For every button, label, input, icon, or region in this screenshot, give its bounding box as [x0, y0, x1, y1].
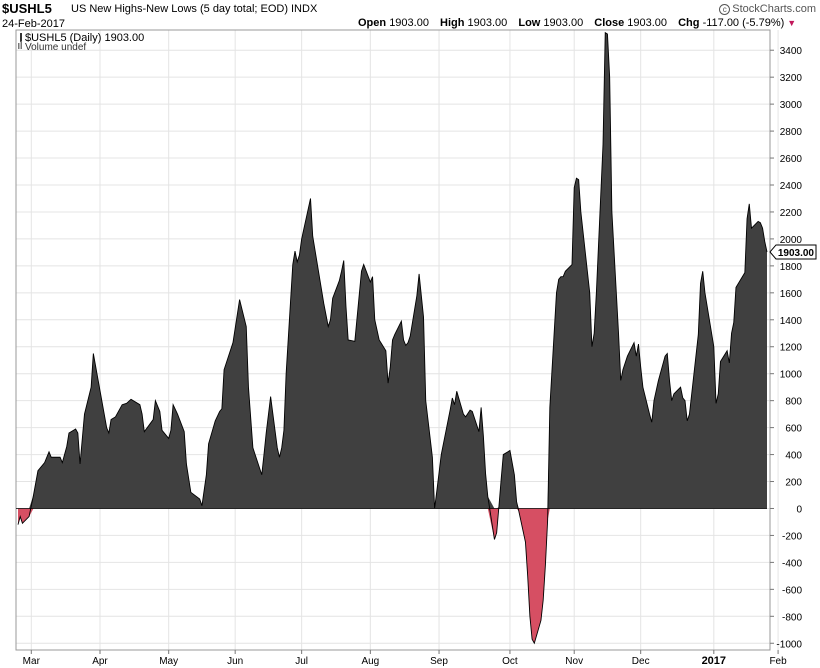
x-tick-label: Apr [92, 656, 108, 667]
symbol: $USHL5 [2, 1, 52, 16]
negative-area [18, 508, 767, 644]
y-tick-label: 3000 [780, 100, 803, 111]
x-tick-label: Mar [23, 656, 41, 667]
brand-text: StockCharts.com [732, 3, 816, 15]
copyright-icon: c [719, 4, 731, 15]
y-tick-label: 200 [785, 478, 802, 489]
x-tick-label: Aug [361, 656, 379, 667]
open-label: Open [358, 17, 387, 29]
x-tick-label: May [159, 656, 178, 667]
chg-label: Chg [678, 17, 700, 29]
y-tick-label: 1800 [780, 262, 803, 273]
area-layer [16, 31, 768, 645]
high-label: High [440, 17, 465, 29]
positive-area [18, 32, 767, 509]
last-value-tag-label: 1903.00 [778, 248, 815, 259]
y-tick-label: 1600 [780, 289, 803, 300]
y-tick-label: 0 [796, 504, 802, 515]
close-label: Close [594, 17, 625, 29]
x-tick-label: Jul [295, 656, 308, 667]
y-tick-label: -800 [782, 612, 802, 623]
y-tick-label: -200 [782, 531, 802, 542]
x-tick-label: 2017 [702, 655, 726, 667]
y-tick-label: -1000 [776, 639, 802, 650]
x-tick-label: Nov [565, 656, 583, 667]
y-tick-label: 2000 [780, 235, 803, 246]
chg-value: -117.00 (-5.79%) [702, 17, 785, 29]
chart-description: US New Highs-New Lows (5 day total; EOD) [71, 3, 289, 15]
x-tick-label: Sep [430, 656, 448, 667]
open-value: 1903.00 [389, 17, 429, 29]
ohlc-readout: Open 1903.00 High 1903.00 Low 1903.00 Cl… [358, 17, 796, 29]
x-tick-label: Jun [227, 656, 243, 667]
legend: $USHL5 (Daily) 1903.00 Volume undef [18, 32, 144, 53]
y-tick-label: 3200 [780, 73, 803, 84]
y-tick-label: -400 [782, 558, 802, 569]
exchange: INDX [291, 3, 318, 15]
y-tick-label: 600 [785, 424, 802, 435]
y-tick-label: 2800 [780, 127, 803, 138]
y-tick-label: 800 [785, 397, 802, 408]
close-value: 1903.00 [627, 17, 668, 29]
down-arrow-icon: ▼ [787, 18, 797, 28]
last-value-tag-box [769, 244, 817, 260]
volume-icon [18, 43, 20, 49]
low-value: 1903.00 [543, 17, 584, 29]
y-tick-label: 2400 [780, 181, 803, 192]
plot-frame [15, 29, 771, 651]
low-label: Low [518, 17, 541, 29]
chart-date: 24-Feb-2017 [2, 18, 65, 30]
y-tick-label: -600 [782, 585, 802, 596]
y-tick-label: 2200 [780, 208, 803, 219]
x-tick-label: Feb [769, 656, 787, 667]
legend-series-label: $USHL5 (Daily) 1903.00 [25, 32, 144, 44]
y-tick-label: 400 [785, 451, 802, 462]
y-axis: -1000 -800 -600 -400 -200 0 200 400 600 800 1000 12… [770, 46, 802, 650]
x-axis: Mar Apr May Jun Jul Aug Sep Oct Nov Dec 2017 Feb [23, 650, 787, 667]
volume-icon-bar [20, 41, 22, 49]
y-tick-label: 1400 [780, 316, 803, 327]
legend-volume-label: Volume undef [25, 42, 86, 53]
x-tick-label: Dec [632, 656, 650, 667]
y-tick-label: 3400 [780, 46, 803, 57]
high-value: 1903.00 [467, 17, 508, 29]
y-tick-label: 2600 [780, 154, 803, 165]
x-tick-label: Oct [502, 656, 518, 667]
legend-swatch [20, 33, 22, 42]
last-value-tag: 1903.00 [769, 244, 817, 260]
y-tick-label: 1200 [780, 343, 803, 354]
brand-logo[interactable]: c StockCharts.com [719, 3, 816, 15]
y-tick-label: 1000 [780, 370, 803, 381]
series-line [17, 31, 768, 645]
grid [16, 30, 779, 650]
